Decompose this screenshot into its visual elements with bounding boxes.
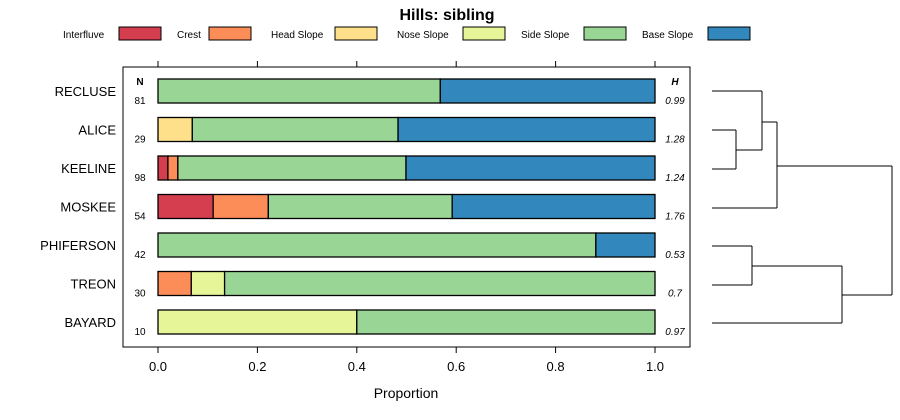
bar-moskee-base-slope: [451, 193, 656, 220]
h-header: H: [671, 77, 679, 88]
legend-label-base-slope: Base Slope: [642, 30, 694, 41]
h-value-bayard: 0.97: [665, 327, 685, 338]
category-label-alice: ALICE: [78, 123, 116, 138]
legend-label-interfluve: Interfluve: [63, 30, 105, 41]
bars-group: RECLUSE 81 0.99 ALICE 29 1.28 KEELINE 98 1.24 MOS…: [40, 78, 685, 338]
bar-moskee-side-slope: [267, 193, 453, 220]
legend-swatch-nose-slope: [462, 26, 506, 41]
bar-recluse-base-slope: [439, 78, 656, 104]
category-label-moskee: MOSKEE: [60, 200, 116, 215]
bar-phiferson-base-slope: [595, 232, 656, 258]
bar-keeline-base-slope: [405, 155, 656, 181]
legend-label-head-slope: Head Slope: [271, 30, 324, 41]
h-value-phiferson: 0.53: [665, 250, 685, 261]
x-tick-label-0: 0.0: [149, 359, 167, 374]
n-value-phiferson: 42: [134, 250, 146, 261]
n-value-moskee: 54: [134, 212, 146, 223]
bar-keeline-interfluve: [157, 155, 169, 181]
h-value-treon: 0.7: [668, 289, 682, 300]
bar-moskee-crest: [212, 193, 269, 220]
n-value-recluse: 81: [134, 96, 146, 107]
bar-bayard-side-slope: [356, 309, 656, 335]
bar-recluse-side-slope: [157, 78, 441, 104]
h-value-recluse: 0.99: [665, 96, 685, 107]
h-value-alice: 1.28: [665, 135, 685, 146]
bar-treon-crest: [157, 270, 192, 297]
h-value-keeline: 1.24: [665, 173, 685, 184]
legend-label-side-slope: Side Slope: [521, 30, 570, 41]
category-label-treon: TREON: [71, 277, 117, 292]
legend-swatch-base-slope: [707, 26, 751, 41]
n-value-treon: 30: [134, 289, 146, 300]
n-value-alice: 29: [134, 135, 146, 146]
legend-swatch-side-slope: [583, 26, 627, 41]
x-tick-label-3: 0.6: [447, 359, 465, 374]
axes-group: 0.0 0.2 0.4 0.6 0.8 1.0: [149, 61, 664, 374]
plot-frame: [122, 66, 691, 348]
bar-moskee-interfluve: [157, 193, 214, 220]
n-value-bayard: 10: [134, 327, 146, 338]
h-value-moskee: 1.76: [665, 212, 685, 223]
legend-label-nose-slope: Nose Slope: [397, 30, 449, 41]
legend-swatch-interfluve: [118, 26, 162, 41]
bar-alice-side-slope: [191, 116, 399, 143]
n-header: N: [136, 77, 143, 88]
chart-title: Hills: sibling: [399, 7, 494, 24]
dendrogram: [712, 90, 893, 324]
legend-swatch-head-slope: [334, 26, 378, 41]
x-tick-label-1: 0.2: [248, 359, 266, 374]
bar-bayard-nose-slope: [157, 309, 358, 335]
legend-swatch-crest: [208, 26, 252, 41]
category-label-recluse: RECLUSE: [55, 84, 117, 99]
x-axis-title: Proportion: [374, 385, 439, 401]
n-value-keeline: 98: [134, 173, 146, 184]
x-tick-label-4: 0.8: [547, 359, 565, 374]
bar-alice-head-slope: [157, 116, 193, 143]
x-tick-label-2: 0.4: [348, 359, 366, 374]
bar-keeline-side-slope: [177, 155, 407, 181]
category-label-keeline: KEELINE: [61, 161, 116, 176]
bar-treon-nose-slope: [190, 270, 226, 297]
category-label-bayard: BAYARD: [64, 315, 116, 330]
bar-keeline-crest: [167, 155, 179, 181]
legend-label-crest: Crest: [177, 30, 201, 41]
bar-phiferson-side-slope: [157, 232, 597, 258]
x-tick-label-5: 1.0: [646, 359, 664, 374]
legend: Interfluve Crest Head Slope Nose Slope Side …: [63, 26, 751, 41]
bar-treon-side-slope: [223, 270, 656, 297]
category-label-phiferson: PHIFERSON: [40, 238, 116, 253]
bar-alice-base-slope: [397, 116, 656, 143]
